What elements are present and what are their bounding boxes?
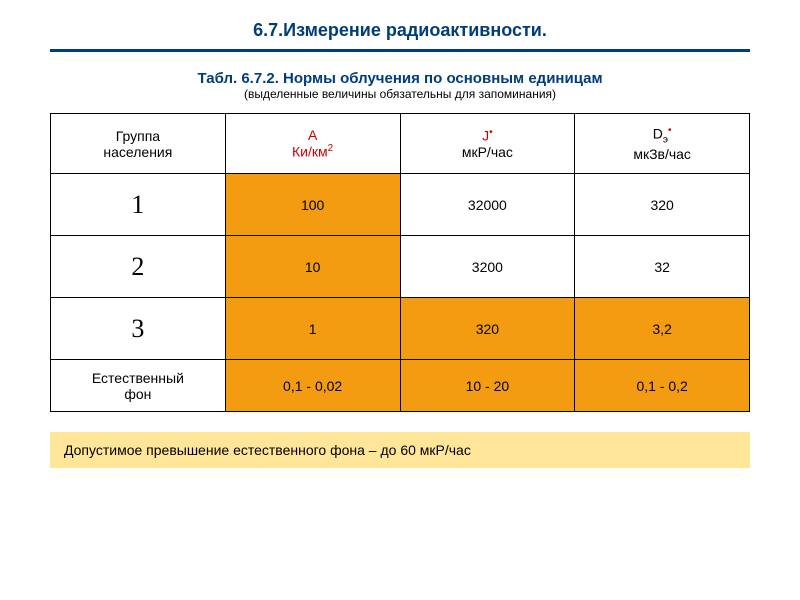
col1-line2: населения: [55, 144, 221, 160]
col3-header: J• мкР/час: [400, 114, 575, 174]
norms-table: Группа населения A Ки/км2 J• мкР/час Dэ•…: [50, 113, 750, 412]
cell-a: 100: [225, 174, 400, 236]
cell-j: 320: [400, 298, 575, 360]
col2-header: A Ки/км2: [225, 114, 400, 174]
col4-line1: Dэ•: [579, 125, 745, 145]
cell-a: 1: [225, 298, 400, 360]
table-header-row: Группа населения A Ки/км2 J• мкР/час Dэ•…: [51, 114, 750, 174]
bg-cell-j: 10 - 20: [400, 360, 575, 412]
col2-line1: A: [230, 127, 396, 143]
col2-line2: Ки/км2: [230, 143, 396, 160]
table-row: 1 100 32000 320: [51, 174, 750, 236]
col3-line2: мкР/час: [405, 144, 571, 160]
bg-cell-a: 0,1 - 0,02: [225, 360, 400, 412]
table-row: 3 1 320 3,2: [51, 298, 750, 360]
col4-header: Dэ• мкЗв/час: [575, 114, 750, 174]
cell-a: 10: [225, 236, 400, 298]
col1-header: Группа населения: [51, 114, 226, 174]
cell-d: 3,2: [575, 298, 750, 360]
row-label-cell: 3: [51, 298, 226, 360]
col1-line1: Группа: [55, 128, 221, 144]
background-row: Естественный фон 0,1 - 0,02 10 - 20 0,1 …: [51, 360, 750, 412]
title-section: 6.7.Измерение радиоактивности.: [50, 20, 750, 41]
footer-note: Допустимое превышение естественного фона…: [50, 432, 750, 468]
bg-cell-d: 0,1 - 0,2: [575, 360, 750, 412]
bg-label-cell: Естественный фон: [51, 360, 226, 412]
cell-d: 320: [575, 174, 750, 236]
table-row: 2 10 3200 32: [51, 236, 750, 298]
cell-j: 3200: [400, 236, 575, 298]
row-label-cell: 1: [51, 174, 226, 236]
subtitle-small: (выделенные величины обязательны для зап…: [50, 87, 750, 101]
row-label-cell: 2: [51, 236, 226, 298]
cell-d: 32: [575, 236, 750, 298]
col4-line2: мкЗв/час: [579, 146, 745, 162]
subtitle-bold: Табл. 6.7.2. Нормы облучения по основным…: [50, 70, 750, 87]
col3-line1: J•: [405, 127, 571, 144]
title-underline: [50, 49, 750, 52]
cell-j: 32000: [400, 174, 575, 236]
main-title: 6.7.Измерение радиоактивности.: [50, 20, 750, 41]
